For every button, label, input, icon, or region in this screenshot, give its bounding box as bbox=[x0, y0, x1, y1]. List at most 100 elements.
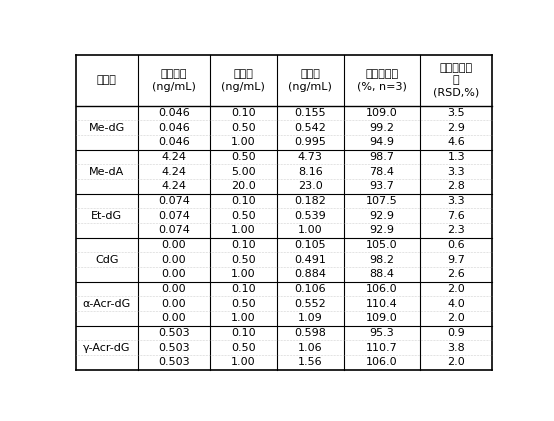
Text: 106.0: 106.0 bbox=[366, 284, 398, 294]
Text: 0.50: 0.50 bbox=[231, 152, 255, 162]
Text: 4.24: 4.24 bbox=[161, 152, 186, 162]
Text: 1.56: 1.56 bbox=[298, 357, 322, 368]
Text: 88.4: 88.4 bbox=[370, 269, 394, 280]
Text: 106.0: 106.0 bbox=[366, 357, 398, 368]
Text: 23.0: 23.0 bbox=[298, 181, 322, 192]
Text: 2.8: 2.8 bbox=[447, 181, 465, 192]
Text: 0.50: 0.50 bbox=[231, 343, 255, 353]
Text: 0.00: 0.00 bbox=[162, 284, 186, 294]
Text: 20.0: 20.0 bbox=[231, 181, 255, 192]
Text: 0.50: 0.50 bbox=[231, 123, 255, 133]
Text: 110.4: 110.4 bbox=[366, 299, 398, 309]
Text: Me-dG: Me-dG bbox=[89, 123, 125, 133]
Text: 0.00: 0.00 bbox=[162, 240, 186, 250]
Text: 1.06: 1.06 bbox=[298, 343, 322, 353]
Text: 1.00: 1.00 bbox=[231, 314, 255, 323]
Text: 0.00: 0.00 bbox=[162, 255, 186, 265]
Text: 2.0: 2.0 bbox=[448, 284, 465, 294]
Text: 0.552: 0.552 bbox=[294, 299, 326, 309]
Text: 0.182: 0.182 bbox=[294, 196, 326, 206]
Text: 0.074: 0.074 bbox=[158, 211, 190, 221]
Text: 2.6: 2.6 bbox=[448, 269, 465, 280]
Text: 4.0: 4.0 bbox=[448, 299, 465, 309]
Text: 0.10: 0.10 bbox=[231, 240, 255, 250]
Text: Me-dA: Me-dA bbox=[89, 167, 125, 177]
Text: 7.6: 7.6 bbox=[448, 211, 465, 221]
Text: 109.0: 109.0 bbox=[366, 108, 398, 118]
Text: 2.3: 2.3 bbox=[448, 225, 465, 235]
Text: 3.3: 3.3 bbox=[448, 167, 465, 177]
Text: 0.10: 0.10 bbox=[231, 108, 255, 118]
Text: 0.6: 0.6 bbox=[448, 240, 465, 250]
Text: α-Acr-dG: α-Acr-dG bbox=[83, 299, 131, 309]
Text: 1.00: 1.00 bbox=[231, 225, 255, 235]
Text: 0.10: 0.10 bbox=[231, 196, 255, 206]
Text: 3.8: 3.8 bbox=[448, 343, 465, 353]
Text: 0.50: 0.50 bbox=[231, 211, 255, 221]
Text: γ-Acr-dG: γ-Acr-dG bbox=[83, 343, 131, 353]
Text: 0.503: 0.503 bbox=[158, 328, 189, 338]
Text: 1.00: 1.00 bbox=[231, 269, 255, 280]
Text: 0.50: 0.50 bbox=[231, 255, 255, 265]
Text: 0.074: 0.074 bbox=[158, 196, 190, 206]
Text: 1.00: 1.00 bbox=[231, 357, 255, 368]
Text: 3.5: 3.5 bbox=[448, 108, 465, 118]
Text: 107.5: 107.5 bbox=[366, 196, 398, 206]
Text: 0.542: 0.542 bbox=[294, 123, 326, 133]
Text: 0.503: 0.503 bbox=[158, 343, 189, 353]
Text: Et-dG: Et-dG bbox=[91, 211, 122, 221]
Text: 3.3: 3.3 bbox=[448, 196, 465, 206]
Text: 1.00: 1.00 bbox=[231, 137, 255, 147]
Text: 2.0: 2.0 bbox=[448, 357, 465, 368]
Text: 加标量
(ng/mL): 加标量 (ng/mL) bbox=[221, 69, 265, 92]
Text: 0.10: 0.10 bbox=[231, 328, 255, 338]
Text: 98.2: 98.2 bbox=[370, 255, 394, 265]
Text: 0.598: 0.598 bbox=[294, 328, 326, 338]
Text: 2.0: 2.0 bbox=[448, 314, 465, 323]
Text: 0.503: 0.503 bbox=[158, 357, 189, 368]
Text: 0.155: 0.155 bbox=[294, 108, 326, 118]
Text: 98.7: 98.7 bbox=[370, 152, 394, 162]
Text: 1.3: 1.3 bbox=[448, 152, 465, 162]
Text: 2.9: 2.9 bbox=[447, 123, 465, 133]
Text: 检测值
(ng/mL): 检测值 (ng/mL) bbox=[288, 69, 332, 92]
Text: 1.09: 1.09 bbox=[298, 314, 322, 323]
Text: 0.00: 0.00 bbox=[162, 314, 186, 323]
Text: 94.9: 94.9 bbox=[370, 137, 394, 147]
Text: 9.7: 9.7 bbox=[447, 255, 465, 265]
Text: 0.50: 0.50 bbox=[231, 299, 255, 309]
Text: 5.00: 5.00 bbox=[231, 167, 255, 177]
Text: 相对标准偏
差
(RSD,%): 相对标准偏 差 (RSD,%) bbox=[433, 63, 479, 98]
Text: 0.046: 0.046 bbox=[158, 137, 189, 147]
Text: 1.00: 1.00 bbox=[298, 225, 322, 235]
Text: 0.884: 0.884 bbox=[294, 269, 326, 280]
Text: 0.539: 0.539 bbox=[294, 211, 326, 221]
Text: 平均回收率
(%, n=3): 平均回收率 (%, n=3) bbox=[357, 69, 407, 92]
Text: 78.4: 78.4 bbox=[370, 167, 394, 177]
Text: CdG: CdG bbox=[95, 255, 119, 265]
Text: 0.105: 0.105 bbox=[294, 240, 326, 250]
Text: 105.0: 105.0 bbox=[366, 240, 398, 250]
Text: 8.16: 8.16 bbox=[298, 167, 322, 177]
Text: 0.00: 0.00 bbox=[162, 269, 186, 280]
Text: 110.7: 110.7 bbox=[366, 343, 398, 353]
Text: 样本含量
(ng/mL): 样本含量 (ng/mL) bbox=[152, 69, 196, 92]
Text: 0.00: 0.00 bbox=[162, 299, 186, 309]
Text: 分析物: 分析物 bbox=[97, 75, 117, 85]
Text: 92.9: 92.9 bbox=[370, 225, 394, 235]
Text: 4.73: 4.73 bbox=[298, 152, 322, 162]
Text: 4.6: 4.6 bbox=[448, 137, 465, 147]
Text: 0.046: 0.046 bbox=[158, 108, 189, 118]
Text: 93.7: 93.7 bbox=[370, 181, 394, 192]
Text: 0.046: 0.046 bbox=[158, 123, 189, 133]
Text: 0.10: 0.10 bbox=[231, 284, 255, 294]
Text: 109.0: 109.0 bbox=[366, 314, 398, 323]
Text: 0.995: 0.995 bbox=[294, 137, 326, 147]
Text: 92.9: 92.9 bbox=[370, 211, 394, 221]
Text: 0.9: 0.9 bbox=[448, 328, 465, 338]
Text: 95.3: 95.3 bbox=[370, 328, 394, 338]
Text: 0.491: 0.491 bbox=[294, 255, 326, 265]
Text: 4.24: 4.24 bbox=[161, 167, 186, 177]
Text: 0.106: 0.106 bbox=[294, 284, 326, 294]
Text: 99.2: 99.2 bbox=[370, 123, 394, 133]
